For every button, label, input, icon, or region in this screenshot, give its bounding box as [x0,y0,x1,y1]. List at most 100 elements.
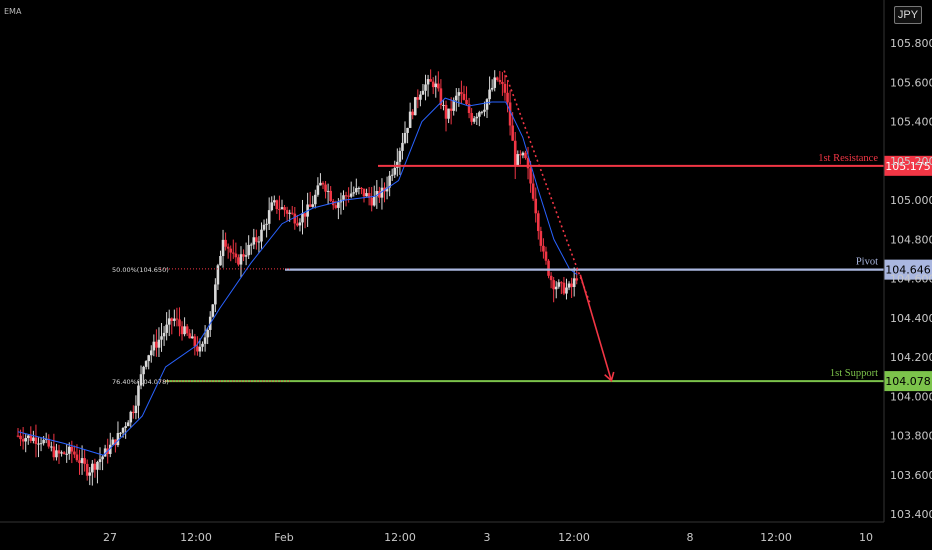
candle-body [390,174,394,176]
candle-body [303,213,307,217]
y-tick-label: 105.200 [890,155,932,168]
candle-body [419,94,422,100]
candle-body [470,113,473,122]
candle-body [521,152,525,156]
candle-body [398,150,402,162]
candle-body [257,241,261,243]
candle-body [357,187,361,189]
candle-body [483,109,486,112]
candle-body [19,435,22,440]
ema-layer [17,97,578,456]
candle-body [242,254,245,257]
candle-body [355,188,358,193]
candle-body [206,329,209,338]
candle-body [21,439,25,442]
x-tick-label: 27 [103,531,117,544]
candle-body [160,336,163,340]
candle-body [480,111,484,113]
candle-body [247,244,250,256]
x-tick-label: Feb [274,531,293,544]
candle-body [42,439,45,444]
candle-body [454,95,458,101]
candle-body [34,437,38,444]
y-tick-label: 103.600 [890,469,932,482]
level-price-tag [884,371,932,392]
candle-body [349,193,353,197]
candle-body [316,185,320,195]
candle-body [149,350,153,356]
candle-body [372,196,376,206]
candle-body [380,187,384,198]
candle-body [401,142,404,151]
candle-body [234,253,238,258]
candle-body [403,132,407,143]
candle-body [293,213,297,224]
candle-body [490,87,494,90]
candle-body [554,286,558,290]
candle-body [108,444,112,454]
candle-body [29,435,33,441]
candle-body [273,200,276,203]
candle-body [447,108,450,119]
x-tick-label: 12:00 [180,531,212,544]
candle-body [173,318,176,321]
candle-body [472,118,476,122]
candle-body [229,248,233,253]
y-tick-label: 105.400 [890,116,932,129]
candle-body [478,112,481,117]
candle-body [547,260,550,276]
candle-body [78,460,81,464]
candle-body [260,229,263,242]
candle-body [175,318,179,320]
candle-body [485,99,489,110]
candle-body [362,188,366,197]
y-tick-label: 105.600 [890,76,932,89]
candle-body [319,182,322,186]
candle-body [570,283,573,287]
candle-body [411,111,415,116]
candle-body [324,184,327,192]
x-tick-label: 12:00 [384,531,416,544]
candle-body [52,446,56,458]
candle-body [278,209,281,211]
candle-body [375,190,379,197]
x-tick-label: 12:00 [760,531,792,544]
level-name: 1st Support [830,368,878,379]
candle-body [137,385,140,406]
candle-body [144,361,148,367]
candle-body [50,446,53,448]
candle-body [203,337,207,344]
candle-body [560,282,563,284]
x-tick-label: 10 [859,531,873,544]
candle-body [178,319,181,327]
candle-body [88,472,92,476]
candle-body [262,224,266,230]
candle-body [296,223,299,226]
candle-body [534,198,538,214]
candle-body [249,244,253,246]
fib-label: 76.40%(104.078) [112,378,169,386]
candle-body [55,450,58,458]
candle-body [167,318,171,325]
currency-badge[interactable]: JPY [894,6,922,24]
candle-body [283,207,286,211]
candle-body [557,282,561,287]
candle-body [288,212,291,214]
candle-body [73,451,76,455]
candle-body [116,433,120,446]
candle-body [37,443,40,445]
candle-body [370,197,373,206]
candle-body [426,79,430,85]
candle-body [124,426,127,428]
candle-body [526,158,530,169]
indicator-label: EMA [4,7,22,16]
candle-body [103,448,107,457]
candle-body [385,187,389,192]
candle-body [475,116,479,119]
y-tick-label: 104.400 [890,312,932,325]
candle-body [132,411,135,414]
projection-arrow-line [579,274,613,381]
candle-body [190,336,194,339]
